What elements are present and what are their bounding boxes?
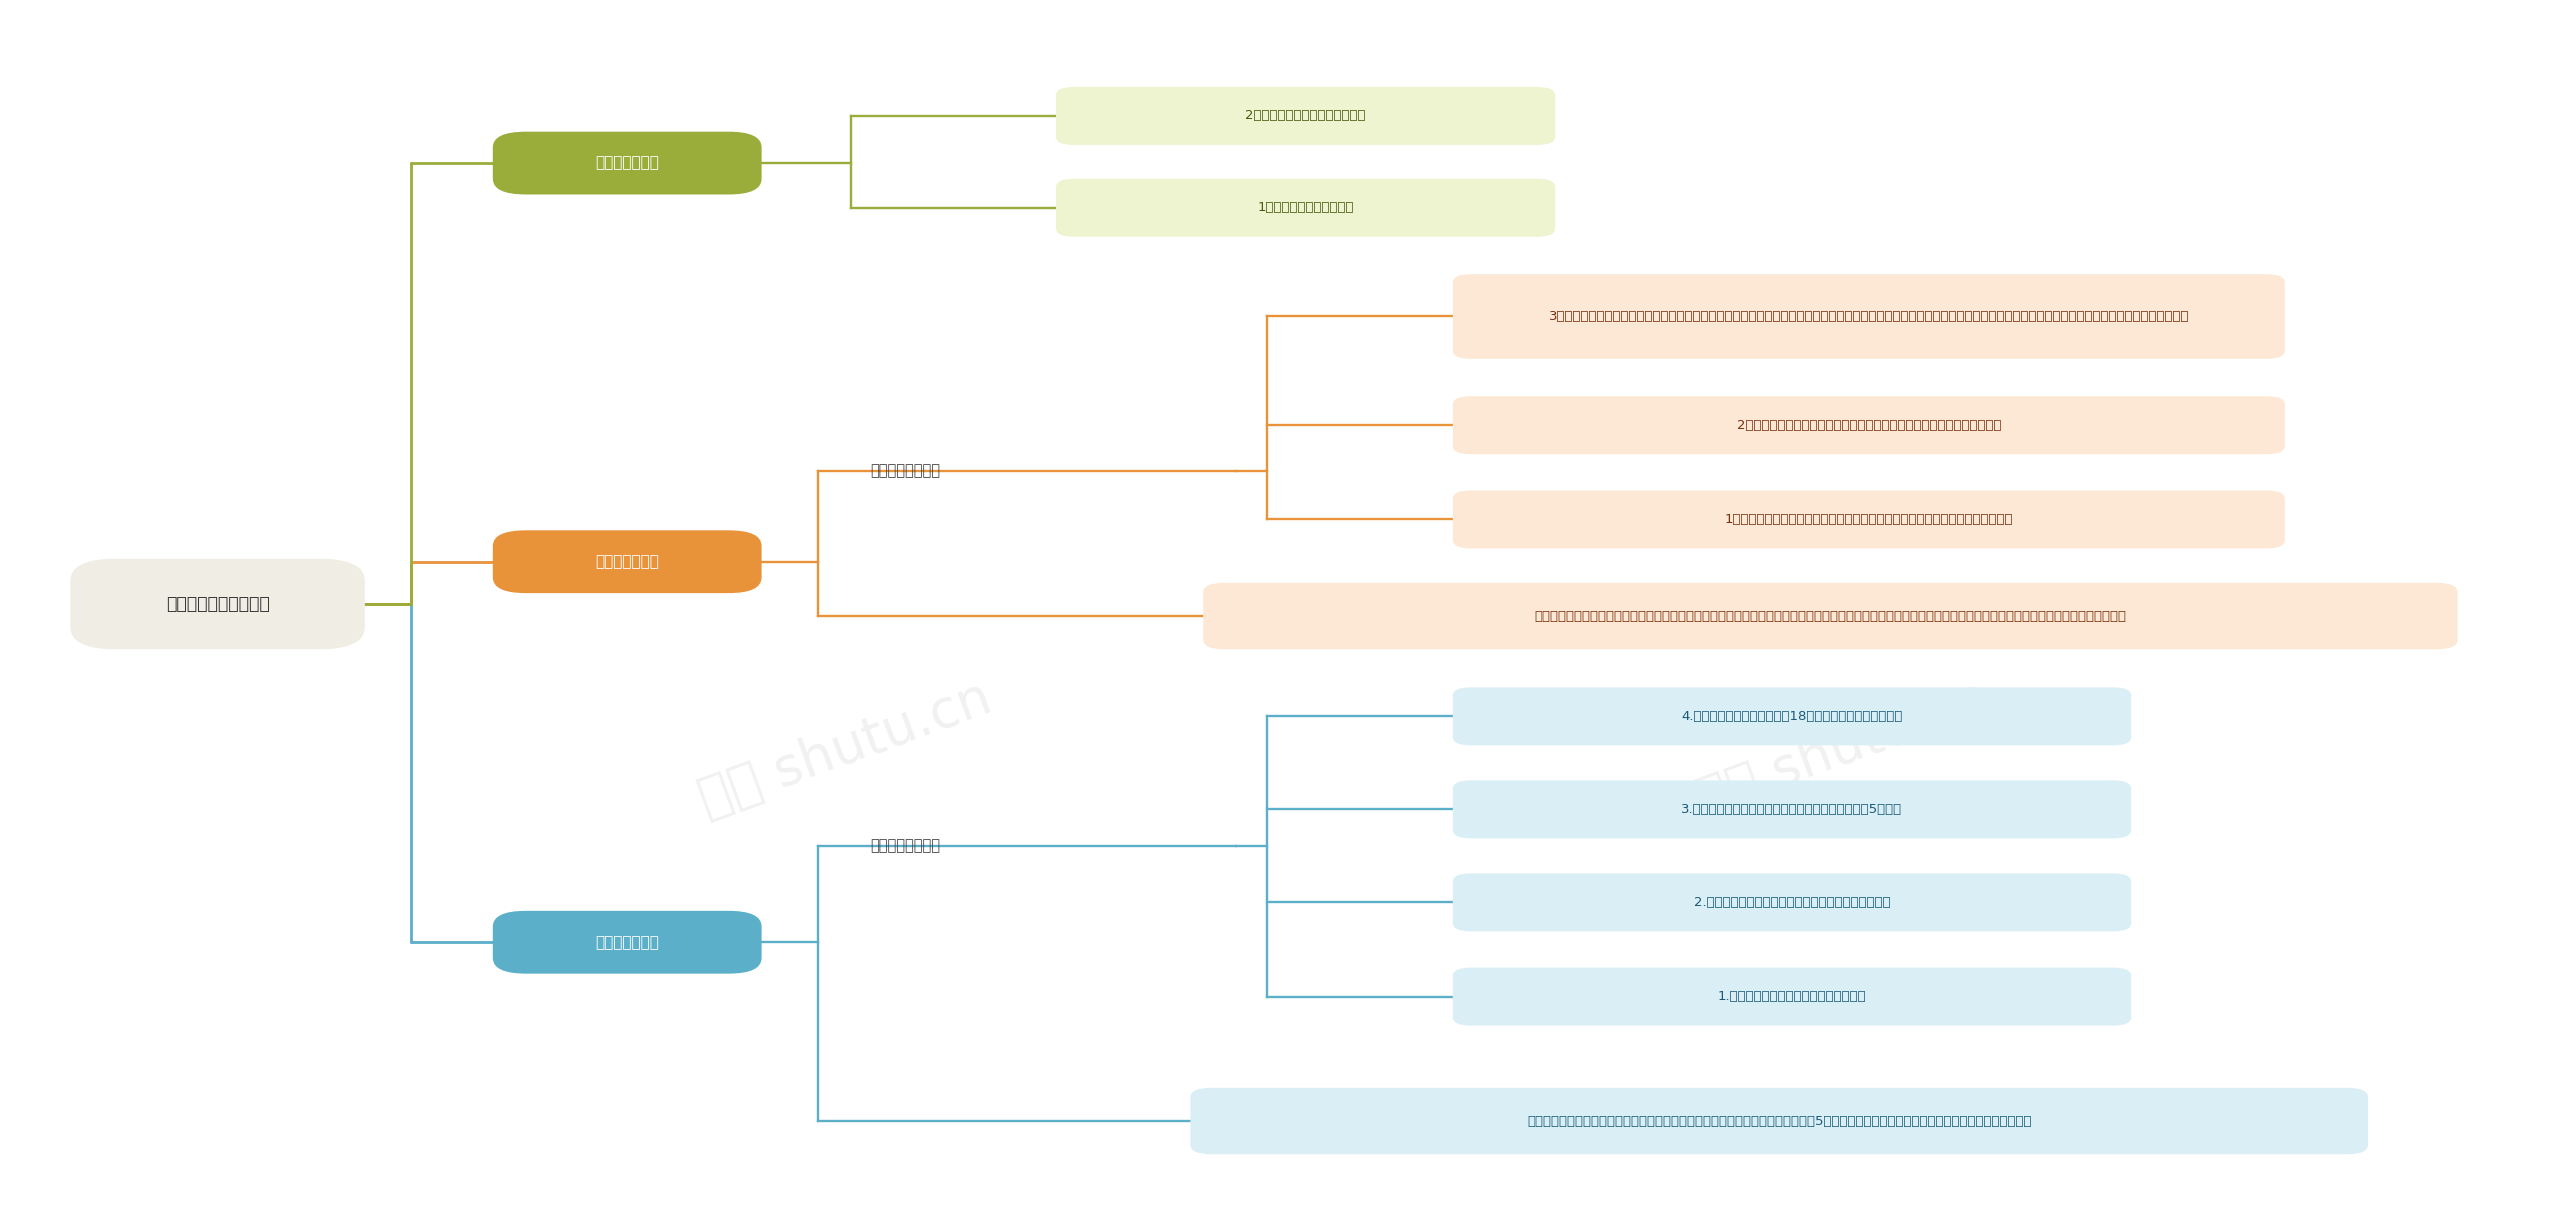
FancyBboxPatch shape xyxy=(1454,274,2286,359)
Text: 树图 shutu.cn: 树图 shutu.cn xyxy=(691,672,998,826)
FancyBboxPatch shape xyxy=(1203,583,2458,650)
FancyBboxPatch shape xyxy=(1452,780,2130,838)
Text: 其构成条件如下：: 其构成条件如下： xyxy=(870,838,940,853)
FancyBboxPatch shape xyxy=(1454,396,2286,454)
Text: 1.主观条件：前罪和后罪都是故意犯罪。: 1.主观条件：前罪和后罪都是故意犯罪。 xyxy=(1718,991,1866,1003)
Text: 3.时间条件：后罪发生在前罪刑罚执行完毕或赦免后5年内。: 3.时间条件：后罪发生在前罪刑罚执行完毕或赦免后5年内。 xyxy=(1682,803,1902,815)
Text: （二）特殊累犯: （二）特殊累犯 xyxy=(596,554,658,569)
FancyBboxPatch shape xyxy=(1057,87,1554,145)
Text: 树图 shutu.cn: 树图 shutu.cn xyxy=(1690,672,1997,826)
Text: 2.刑度条件：前罪和后罪都应判处有期徒刑以上刑罚。: 2.刑度条件：前罪和后罪都应判处有期徒刑以上刑罚。 xyxy=(1695,896,1889,908)
FancyBboxPatch shape xyxy=(492,911,763,974)
FancyBboxPatch shape xyxy=(1454,490,2286,548)
FancyBboxPatch shape xyxy=(1452,687,2130,745)
FancyBboxPatch shape xyxy=(492,132,763,194)
FancyBboxPatch shape xyxy=(1452,968,2130,1026)
FancyBboxPatch shape xyxy=(1190,1087,2368,1155)
Text: 1、前罪和后罪都是危害国家安全犯罪、恐怖活动犯罪、黑社会性质的组织犯罪。: 1、前罪和后罪都是危害国家安全犯罪、恐怖活动犯罪、黑社会性质的组织犯罪。 xyxy=(1725,513,2012,525)
Text: 一般累犯，是指因故意犯罪被判处有期徒刑以上刑罚，并在刑罚执行完毕或赦免后5年内再次犯罪，应当判处有期徒刑以上刑罚的故意犯罪人。: 一般累犯，是指因故意犯罪被判处有期徒刑以上刑罚，并在刑罚执行完毕或赦免后5年内再… xyxy=(1526,1115,2033,1127)
Text: 《刑法》知识点：累犯: 《刑法》知识点：累犯 xyxy=(166,596,269,612)
Text: 2、对累犯不得使用缓刑、假释。: 2、对累犯不得使用缓刑、假释。 xyxy=(1244,110,1367,122)
FancyBboxPatch shape xyxy=(1057,179,1554,237)
Text: 4.消极条件：过失犯罪和不满18周岁的人犯罪不适用累犯。: 4.消极条件：过失犯罪和不满18周岁的人犯罪不适用累犯。 xyxy=(1682,710,1902,722)
FancyBboxPatch shape xyxy=(1452,873,2130,931)
Text: （一）一般累犯: （一）一般累犯 xyxy=(596,935,658,949)
Text: 2、后罪发生在前罪刑法执行完毕或赦免以后，不论刑法轻重和间隔长短。: 2、后罪发生在前罪刑法执行完毕或赦免以后，不论刑法轻重和间隔长短。 xyxy=(1736,419,2002,431)
Text: 其构成条件如下：: 其构成条件如下： xyxy=(870,464,940,478)
Text: 1、对累犯应当从重处罚。: 1、对累犯应当从重处罚。 xyxy=(1257,202,1354,214)
Text: 3、如果前罪是危害国家安全罪、恐怖活动犯罪、黑社会性质的组织犯罪，且判处有期徒刑以上，而后罪是三类犯罪以外的其他故意犯罪，只要符合时间条件，也可以成立一般累犯。: 3、如果前罪是危害国家安全罪、恐怖活动犯罪、黑社会性质的组织犯罪，且判处有期徒刑… xyxy=(1549,310,2189,323)
FancyBboxPatch shape xyxy=(72,558,366,650)
Text: 特别累犯，是指犯危害国家安全罪、恐怖活动罪、黑社会性质的组织犯罪的犯罪分子受过刑罚处罚，在刑罚执行完毕或赦免后的任意期间，再犯上述任一类罪的犯罪人。: 特别累犯，是指犯危害国家安全罪、恐怖活动罪、黑社会性质的组织犯罪的犯罪分子受过刑… xyxy=(1533,610,2127,622)
Text: （三）处罚原则: （三）处罚原则 xyxy=(596,156,658,170)
FancyBboxPatch shape xyxy=(492,530,763,593)
